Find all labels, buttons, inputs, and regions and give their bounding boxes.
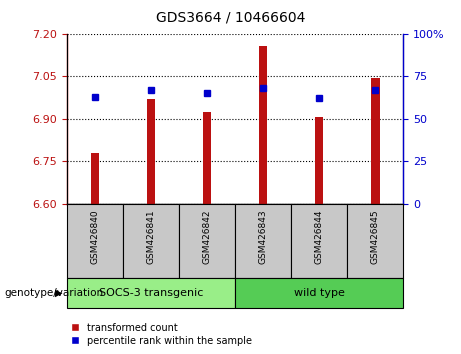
Bar [67,204,123,278]
Text: GDS3664 / 10466604: GDS3664 / 10466604 [156,11,305,25]
Text: GSM426842: GSM426842 [202,210,212,264]
Bar [203,112,211,204]
Bar [147,99,155,204]
Bar [235,278,403,308]
Text: ▶: ▶ [55,288,62,298]
Bar [91,153,99,204]
Bar [235,204,291,278]
Bar [291,204,347,278]
Text: SOCS-3 transgenic: SOCS-3 transgenic [99,288,203,298]
Text: GSM426840: GSM426840 [90,210,100,264]
Text: GSM426845: GSM426845 [371,210,380,264]
Legend: transformed count, percentile rank within the sample: transformed count, percentile rank withi… [65,323,252,346]
Text: wild type: wild type [294,288,345,298]
Bar [371,78,379,204]
Bar [347,204,403,278]
Bar [259,46,267,204]
Bar [67,278,235,308]
Text: GSM426844: GSM426844 [315,210,324,264]
Text: genotype/variation: genotype/variation [5,288,104,298]
Bar [123,204,179,278]
Bar [315,117,324,204]
Text: GSM426843: GSM426843 [259,210,268,264]
Text: GSM426841: GSM426841 [147,210,155,264]
Bar [179,204,235,278]
